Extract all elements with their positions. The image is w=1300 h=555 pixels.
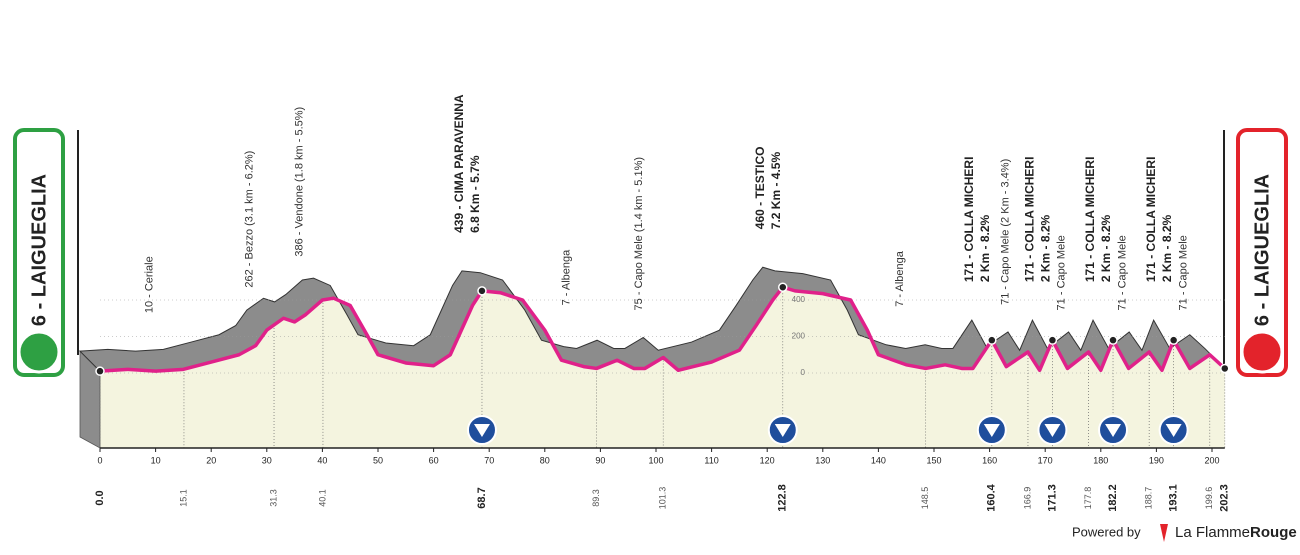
start-banner	[13, 128, 65, 377]
climb-annotation: 7.2 Km - 4.5%	[769, 152, 783, 230]
kom-triangle	[1105, 424, 1122, 437]
kom-dot	[987, 335, 997, 345]
climb-annotation: 75 - Capo Mele (1.4 km - 5.1%)	[633, 157, 645, 310]
finish-label: 6 - LAIGUEGLIA	[1251, 174, 1273, 326]
climb-annotation: 171 - COLLA MICHERI	[1023, 157, 1037, 283]
km-marker-label: 202.3	[1219, 484, 1231, 512]
brand: La FlammeRouge	[1175, 524, 1297, 541]
km-marker-label: 193.1	[1168, 484, 1180, 512]
km-marker-label: 101.3	[658, 487, 668, 510]
kom-triangle	[473, 424, 490, 437]
km-marker-label: 182.2	[1107, 484, 1119, 512]
climb-annotation: 2 Km - 8.2%	[1039, 214, 1053, 282]
x-tick-label: 130	[815, 455, 830, 465]
km-marker-label: 171.3	[1046, 484, 1058, 512]
kom-triangle	[774, 424, 791, 437]
km-marker-label: 89.3	[591, 489, 601, 507]
climb-annotation: 171 - COLLA MICHERI	[962, 157, 976, 283]
climb-annotation: 460 - TESTICO	[753, 147, 767, 230]
x-tick-label: 40	[317, 455, 327, 465]
km-marker-label: 188.7	[1144, 487, 1154, 510]
x-tick-label: 80	[540, 455, 550, 465]
x-tick-label: 110	[704, 455, 718, 465]
climb-annotation: 6.8 Km - 5.7%	[468, 155, 482, 233]
kom-triangle	[983, 424, 1000, 437]
climb-annotation: 71 - Capo Mele (2 Km - 3.4%)	[1000, 159, 1012, 305]
climb-annotation: 71 - Capo Mele	[1178, 235, 1190, 310]
x-tick-label: 100	[648, 455, 663, 465]
km-marker-label: 166.9	[1022, 487, 1032, 510]
x-tick-label: 10	[151, 455, 161, 465]
climb-annotation: 71 - Capo Mele	[1117, 235, 1129, 310]
x-tick-label: 190	[1149, 455, 1164, 465]
x-tick-label: 160	[982, 455, 997, 465]
x-tick-label: 180	[1093, 455, 1108, 465]
km-marker-label: 122.8	[777, 484, 789, 512]
brand-icon	[1160, 524, 1168, 542]
x-tick-label: 70	[484, 455, 494, 465]
kom-triangle	[1044, 424, 1061, 437]
x-tick-label: 90	[595, 455, 605, 465]
kom-dot	[1168, 335, 1179, 345]
km-marker-label: 0.0	[94, 490, 106, 505]
climb-annotation: 171 - COLLA MICHERI	[1083, 157, 1097, 283]
endpoint	[1220, 363, 1230, 374]
x-tick-label: 170	[1038, 455, 1053, 465]
brand-name-bold: Rouge	[1250, 524, 1297, 541]
y-tick-label: 200	[792, 332, 806, 341]
x-tick-label: 50	[373, 455, 383, 465]
climb-annotation: 71 - Capo Mele	[1055, 235, 1067, 310]
climb-annotation: 7 - Albenga	[894, 250, 906, 307]
km-marker-label: 177.8	[1083, 487, 1093, 510]
x-tick-label: 0	[97, 455, 102, 465]
x-tick-label: 150	[926, 455, 941, 465]
y-tick-label: 0	[801, 368, 806, 377]
climb-annotation: 2 Km - 8.2%	[1160, 214, 1174, 282]
climb-annotation: 386 - Vendone (1.8 km - 5.5%)	[294, 107, 306, 257]
climb-annotation: 10 - Ceriale	[144, 256, 156, 313]
climb-annotation: 439 - CIMA PARAVENNA	[452, 94, 466, 233]
kom-dot	[477, 286, 487, 296]
climb-annotation: 7 - Albenga	[561, 249, 573, 306]
x-tick-label: 20	[206, 455, 216, 465]
brand-name: La Flamme	[1175, 524, 1250, 541]
y-tick-label: 400	[792, 295, 806, 304]
km-marker-label: 148.5	[920, 487, 930, 510]
profile-line	[99, 285, 1226, 373]
kom-triangle	[1165, 424, 1182, 437]
climb-annotation: 2 Km - 8.2%	[978, 214, 992, 282]
climb-annotation: 262 - Bezzo (3.1 km - 6.2%)	[244, 151, 256, 288]
finish-banner	[1236, 128, 1288, 377]
profile-fill	[100, 287, 1225, 448]
km-marker-label: 40.1	[317, 489, 327, 507]
kom-dot	[1047, 335, 1058, 345]
climb-annotation: 2 Km - 8.2%	[1099, 214, 1113, 282]
km-marker-label: 31.3	[268, 489, 278, 507]
km-marker-label: 15.1	[178, 489, 188, 507]
start-icon	[17, 330, 61, 374]
x-tick-label: 140	[871, 455, 886, 465]
km-marker-label: 199.6	[1204, 487, 1214, 510]
kom-dot	[778, 282, 788, 292]
start-label: 6 - LAIGUEGLIA	[28, 174, 50, 326]
finish-icon	[1240, 330, 1284, 374]
km-marker-label: 160.4	[986, 483, 998, 511]
x-tick-label: 60	[429, 455, 439, 465]
km-marker-label: 68.7	[476, 487, 488, 508]
kom-dot	[1108, 335, 1118, 345]
powered-by: Powered by	[1072, 524, 1141, 539]
x-tick-label: 200	[1204, 455, 1219, 465]
x-tick-label: 120	[760, 455, 775, 465]
endpoint	[95, 366, 105, 376]
x-tick-label: 30	[262, 455, 272, 465]
climb-annotation: 171 - COLLA MICHERI	[1144, 157, 1158, 283]
